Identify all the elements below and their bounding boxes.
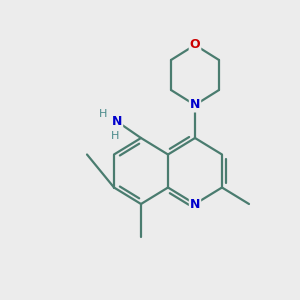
Text: N: N [190, 197, 200, 211]
Text: H: H [99, 109, 108, 119]
Text: H: H [111, 131, 120, 141]
Text: N: N [190, 98, 200, 112]
Text: O: O [190, 38, 200, 52]
Text: N: N [112, 115, 122, 128]
